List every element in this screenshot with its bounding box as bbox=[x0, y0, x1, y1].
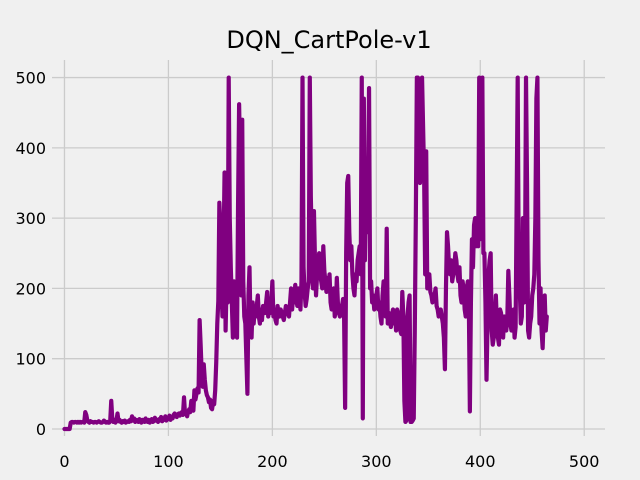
y-tick-label: 300 bbox=[15, 209, 46, 228]
x-tick-label: 400 bbox=[465, 452, 496, 471]
x-tick-label: 0 bbox=[59, 452, 69, 471]
x-tick-label: 100 bbox=[153, 452, 184, 471]
plot-area bbox=[52, 60, 605, 436]
y-tick-label: 200 bbox=[15, 279, 46, 298]
y-tick-label: 500 bbox=[15, 69, 46, 88]
series-line bbox=[62, 75, 549, 432]
grid-lines bbox=[52, 60, 605, 436]
x-tick-label: 300 bbox=[361, 452, 392, 471]
x-tick-labels: 0 100 200 300 400 500 bbox=[59, 452, 599, 471]
chart-title: DQN_CartPole-v1 bbox=[226, 26, 431, 54]
x-tick-label: 500 bbox=[569, 452, 600, 471]
y-tick-label: 0 bbox=[36, 420, 46, 439]
y-tick-labels: 0 100 200 300 400 500 bbox=[15, 69, 46, 439]
x-tick-label: 200 bbox=[257, 452, 288, 471]
y-tick-label: 100 bbox=[15, 350, 46, 369]
y-tick-label: 400 bbox=[15, 139, 46, 158]
